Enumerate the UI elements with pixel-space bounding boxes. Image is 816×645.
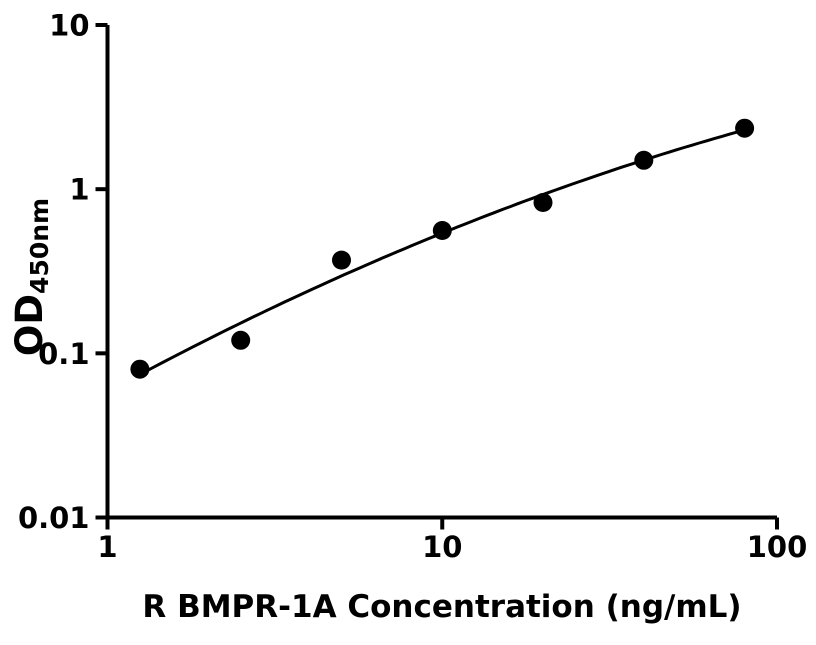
x-tick-label: 10: [422, 530, 462, 564]
y-tick-label: 0.01: [18, 501, 90, 535]
y-tick-label: 1: [69, 173, 89, 207]
data-point: [634, 150, 654, 170]
x-tick-label: 100: [747, 530, 808, 564]
data-point: [533, 193, 553, 212]
y-axis-title-subscript: 450nm: [25, 198, 54, 294]
y-tick-label: 10: [49, 9, 89, 43]
y-axis-title: OD450nm: [8, 198, 54, 356]
data-point: [231, 330, 251, 350]
fit-curve-layer: [139, 128, 745, 376]
data-point: [332, 250, 351, 270]
data-points-layer: [130, 118, 755, 379]
y-tick-label: 0.1: [38, 337, 89, 371]
axes-layer: 1 10 100 0.01 0.1 1 10: [18, 9, 807, 565]
data-point: [432, 221, 452, 240]
data-point: [735, 118, 755, 138]
x-tick-label: 1: [97, 530, 117, 564]
fit-curve: [139, 128, 745, 376]
axis-spine: [105, 25, 777, 520]
y-axis-title-main: OD: [8, 294, 51, 356]
x-axis-title: R BMPR-1A Concentration (ng/mL): [142, 589, 741, 625]
data-point: [130, 359, 150, 379]
